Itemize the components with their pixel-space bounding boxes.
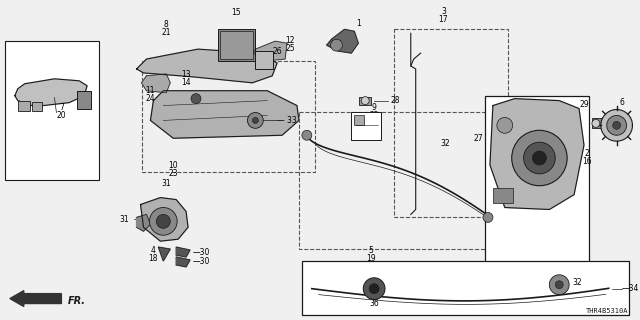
Circle shape xyxy=(556,281,563,289)
Polygon shape xyxy=(176,247,190,257)
Circle shape xyxy=(248,113,263,128)
Circle shape xyxy=(483,212,493,222)
Bar xyxy=(31,102,42,110)
Circle shape xyxy=(532,151,547,165)
Text: 32: 32 xyxy=(572,278,582,287)
Text: 24: 24 xyxy=(146,93,156,103)
Text: THR4B5310A: THR4B5310A xyxy=(586,308,628,315)
Text: 20: 20 xyxy=(56,111,66,120)
Text: 15: 15 xyxy=(231,8,241,18)
Circle shape xyxy=(150,207,177,235)
Circle shape xyxy=(302,130,312,140)
Text: 9: 9 xyxy=(372,103,376,113)
Text: 29: 29 xyxy=(579,100,589,108)
Bar xyxy=(359,97,371,105)
Text: 11: 11 xyxy=(146,86,155,95)
Polygon shape xyxy=(150,91,299,138)
Circle shape xyxy=(524,142,556,174)
Circle shape xyxy=(592,119,600,127)
FancyArrow shape xyxy=(10,291,61,307)
Bar xyxy=(77,91,91,108)
Bar xyxy=(351,113,381,140)
Bar xyxy=(493,188,513,203)
Text: 26: 26 xyxy=(273,47,282,56)
Polygon shape xyxy=(136,214,150,231)
Text: —30: —30 xyxy=(193,258,211,267)
Text: 12: 12 xyxy=(285,36,295,45)
Polygon shape xyxy=(141,198,188,241)
Text: 32: 32 xyxy=(440,139,450,148)
Circle shape xyxy=(331,39,342,51)
Circle shape xyxy=(361,97,369,105)
Circle shape xyxy=(364,278,385,300)
Text: — 33: — 33 xyxy=(277,116,297,125)
Text: 18: 18 xyxy=(148,254,158,263)
Text: —34: —34 xyxy=(621,284,639,293)
Text: 8: 8 xyxy=(164,20,169,29)
Text: 3: 3 xyxy=(441,7,446,17)
Circle shape xyxy=(512,130,567,186)
Polygon shape xyxy=(253,41,287,61)
Bar xyxy=(255,51,273,69)
Text: 19: 19 xyxy=(366,254,376,263)
Polygon shape xyxy=(15,79,87,107)
Circle shape xyxy=(156,214,170,228)
Circle shape xyxy=(252,117,259,124)
Text: 4: 4 xyxy=(151,246,156,255)
Circle shape xyxy=(497,117,513,133)
Text: 1: 1 xyxy=(356,19,361,28)
Bar xyxy=(218,29,255,61)
Circle shape xyxy=(191,94,201,104)
Bar xyxy=(220,31,253,59)
Text: 21: 21 xyxy=(161,28,171,37)
Polygon shape xyxy=(490,99,584,210)
Text: 14: 14 xyxy=(181,78,191,87)
Bar xyxy=(355,116,364,125)
Text: 10: 10 xyxy=(168,161,178,170)
Polygon shape xyxy=(136,49,277,83)
Text: 22: 22 xyxy=(369,111,379,120)
Circle shape xyxy=(601,109,632,141)
Text: 28: 28 xyxy=(391,96,401,105)
Text: 23: 23 xyxy=(168,169,178,178)
Text: 7: 7 xyxy=(59,103,64,113)
Polygon shape xyxy=(158,247,170,261)
Circle shape xyxy=(607,116,627,135)
Circle shape xyxy=(549,275,569,295)
Text: 31: 31 xyxy=(161,179,171,188)
Bar xyxy=(592,118,610,128)
Bar xyxy=(18,100,29,110)
Bar xyxy=(394,29,508,217)
Polygon shape xyxy=(141,74,170,93)
Text: 25: 25 xyxy=(285,44,295,53)
Text: 27: 27 xyxy=(474,134,483,143)
Text: 13: 13 xyxy=(181,70,191,79)
Text: 31: 31 xyxy=(119,215,129,224)
Text: FR.: FR. xyxy=(67,296,85,306)
Bar xyxy=(5,41,99,180)
Text: —30: —30 xyxy=(193,248,211,257)
Bar xyxy=(485,96,589,269)
Text: 35: 35 xyxy=(369,292,379,300)
Text: 2: 2 xyxy=(584,149,589,158)
Polygon shape xyxy=(326,29,358,53)
Bar xyxy=(141,61,315,172)
Polygon shape xyxy=(176,257,190,267)
Text: 36: 36 xyxy=(369,300,379,308)
Text: 5: 5 xyxy=(369,246,374,255)
Bar xyxy=(299,113,497,249)
Circle shape xyxy=(612,121,621,129)
Text: 16: 16 xyxy=(582,157,592,166)
Text: 6: 6 xyxy=(619,98,624,107)
Bar xyxy=(302,261,628,316)
Circle shape xyxy=(369,284,379,294)
Text: 17: 17 xyxy=(438,15,448,24)
